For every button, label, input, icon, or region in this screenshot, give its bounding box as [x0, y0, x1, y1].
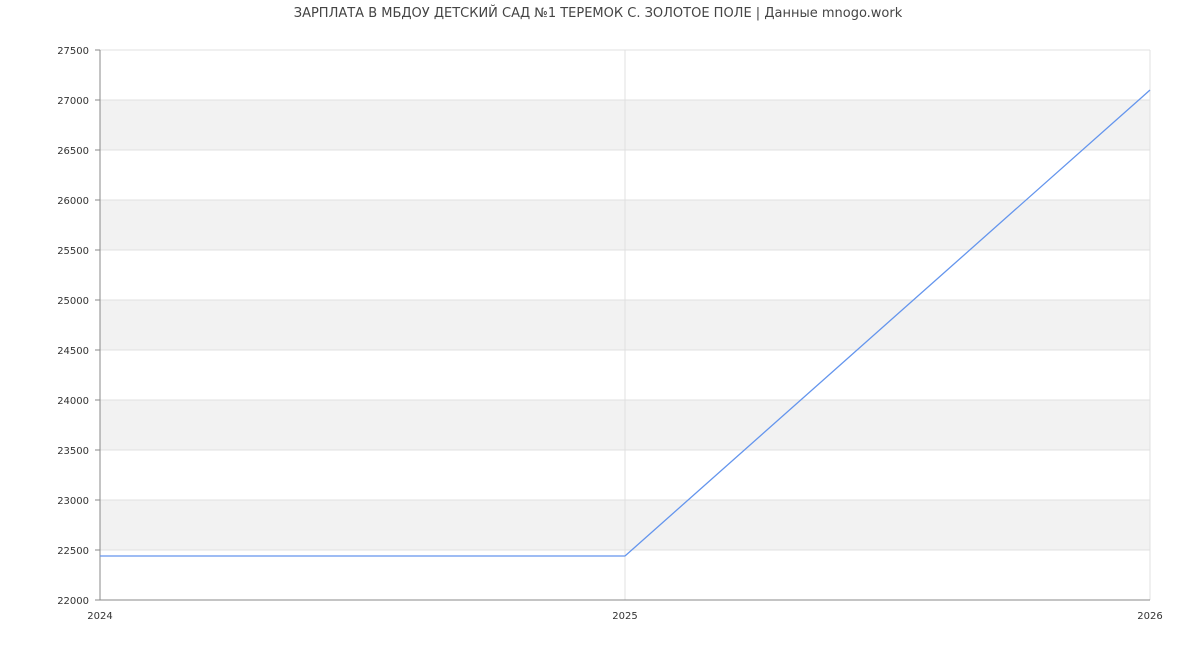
y-tick-label: 27000 [57, 96, 89, 107]
y-tick-label: 24000 [57, 396, 89, 407]
x-tick-label: 2024 [87, 611, 112, 622]
y-tick-label: 26000 [57, 196, 89, 207]
y-tick-label: 22500 [57, 546, 89, 557]
y-tick-label: 27500 [57, 46, 89, 57]
y-tick-label: 24500 [57, 346, 89, 357]
x-tick-label: 2026 [1137, 611, 1162, 622]
x-tick-label: 2025 [612, 611, 637, 622]
y-tick-label: 25000 [57, 296, 89, 307]
chart-title: ЗАРПЛАТА В МБДОУ ДЕТСКИЙ САД №1 ТЕРЕМОК … [293, 6, 903, 21]
y-tick-label: 23000 [57, 496, 89, 507]
y-tick-label: 23500 [57, 446, 89, 457]
y-tick-label: 25500 [57, 246, 89, 257]
y-tick-label: 26500 [57, 146, 89, 157]
y-tick-label: 22000 [57, 596, 89, 607]
series-line [100, 89, 1151, 557]
